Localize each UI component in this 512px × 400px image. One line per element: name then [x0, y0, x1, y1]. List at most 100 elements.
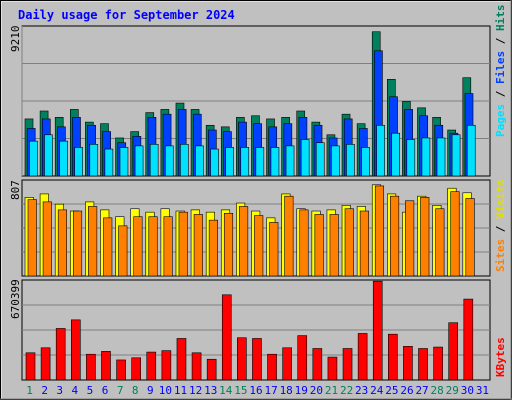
bar-pages-day-25 [391, 132, 401, 177]
bar-kbytes-day-12 [191, 352, 202, 381]
bar-kbytes-day-14 [221, 294, 232, 381]
bar-pages-day-26 [406, 139, 416, 177]
bar-sites-day-17 [269, 222, 279, 277]
bar-sites-day-6 [103, 217, 113, 277]
day-label-22: 22 [340, 384, 353, 397]
bar-pages-day-29 [451, 134, 461, 177]
bar-kbytes-day-17 [267, 353, 277, 381]
bar-pages-day-13 [210, 148, 219, 177]
legend-sep-1: / [494, 84, 507, 104]
day-label-15: 15 [234, 384, 247, 397]
bar-kbytes-day-25 [388, 333, 398, 381]
bar-pages-day-15 [240, 147, 250, 177]
panel1-legend: Pages / Files / Hits [494, 5, 507, 138]
bar-pages-day-21 [331, 145, 340, 177]
bar-kbytes-day-19 [297, 335, 308, 381]
day-label-19: 19 [295, 384, 308, 397]
day-label-7: 7 [117, 384, 124, 397]
panel2-max-label: 807 [9, 180, 22, 200]
bar-pages-day-19 [300, 139, 310, 177]
x-axis-day-labels: 1 2 3 4 5 6 7 8 9 10 11 12 13 14 15 16 17 18 19 20 21 22 23 24 2… [26, 384, 489, 397]
panel2-legend: Sites / Visits [494, 179, 507, 272]
legend-sep-2: / [494, 31, 507, 51]
bar-sites-day-23 [359, 210, 369, 277]
bar-kbytes-day-4 [70, 319, 81, 381]
bar-sites-day-13 [208, 219, 218, 277]
bar-kbytes-day-13 [206, 358, 217, 381]
bar-kbytes-day-18 [282, 347, 292, 381]
legend-hits: Hits [494, 5, 507, 32]
panel1-max-label: 9210 [9, 26, 22, 53]
bar-kbytes-day-26 [403, 346, 413, 381]
legend-visits: Visits [494, 179, 507, 219]
bar-pages-day-12 [195, 145, 204, 177]
day-label-26: 26 [400, 384, 413, 397]
bar-kbytes-day-6 [101, 351, 111, 381]
bar-sites-day-25 [390, 195, 400, 277]
bar-pages-day-20 [315, 142, 325, 177]
bar-kbytes-day-29 [448, 322, 459, 381]
day-label-13: 13 [204, 384, 217, 397]
bar-pages-day-11 [180, 143, 189, 177]
legend-files: Files [494, 51, 507, 84]
bar-sites-day-29 [450, 191, 460, 277]
legend-sep-3: / [494, 219, 507, 239]
bar-pages-day-7 [119, 147, 129, 177]
day-label-28: 28 [431, 384, 444, 397]
bar-pages-day-3 [59, 140, 68, 177]
bar-kbytes-day-22 [342, 348, 353, 381]
day-label-17: 17 [264, 384, 277, 397]
day-label-6: 6 [102, 384, 109, 397]
bar-sites-day-5 [88, 206, 98, 277]
day-label-5: 5 [87, 384, 94, 397]
bar-kbytes-day-10 [161, 350, 172, 381]
bar-pages-day-4 [74, 147, 83, 177]
bar-sites-day-2 [42, 201, 52, 277]
bar-sites-day-28 [435, 208, 445, 277]
bar-pages-day-28 [436, 137, 446, 177]
bar-kbytes-day-5 [86, 353, 96, 381]
bar-sites-day-11 [178, 211, 188, 277]
bar-pages-day-8 [134, 145, 144, 177]
bar-kbytes-day-24 [372, 280, 383, 381]
day-label-12: 12 [189, 384, 202, 397]
panel-visits-sites: 807 Sites / Visits [9, 179, 507, 277]
bar-pages-day-1 [29, 140, 38, 177]
bar-sites-day-1 [27, 199, 37, 277]
bar-pages-day-14 [225, 147, 234, 177]
panel1-bars [24, 31, 476, 177]
panel2-bars [24, 184, 475, 277]
legend-pages: Pages [494, 104, 507, 137]
day-label-9: 9 [147, 384, 154, 397]
bar-pages-day-27 [421, 137, 431, 177]
day-label-20: 20 [310, 384, 323, 397]
day-label-1: 1 [26, 384, 33, 397]
bar-sites-day-12 [193, 214, 203, 277]
bar-sites-day-7 [118, 225, 128, 277]
bar-pages-day-24 [376, 124, 385, 177]
day-label-29: 29 [446, 384, 459, 397]
day-label-23: 23 [355, 384, 368, 397]
bar-kbytes-day-7 [116, 359, 126, 381]
bar-sites-day-30 [465, 198, 475, 277]
day-label-16: 16 [249, 384, 262, 397]
bar-kbytes-day-27 [418, 348, 428, 381]
panel3-legend: KBytes [494, 337, 507, 377]
bar-pages-day-10 [164, 145, 174, 177]
day-label-25: 25 [385, 384, 398, 397]
day-label-31: 31 [476, 384, 489, 397]
bar-sites-day-26 [405, 200, 415, 277]
bar-kbytes-day-20 [312, 348, 323, 381]
bar-pages-day-16 [255, 147, 265, 177]
panel3-max-label: 670399 [9, 279, 22, 319]
day-label-30: 30 [461, 384, 474, 397]
legend-sites: Sites [494, 239, 507, 272]
panel-kbytes: 670399 KBytes [9, 279, 507, 381]
bar-sites-day-14 [223, 212, 234, 277]
bar-kbytes-day-23 [357, 333, 368, 381]
bar-sites-day-22 [344, 208, 354, 277]
bar-pages-day-23 [361, 147, 370, 177]
bar-kbytes-day-28 [433, 346, 443, 381]
bar-sites-day-4 [72, 210, 83, 277]
